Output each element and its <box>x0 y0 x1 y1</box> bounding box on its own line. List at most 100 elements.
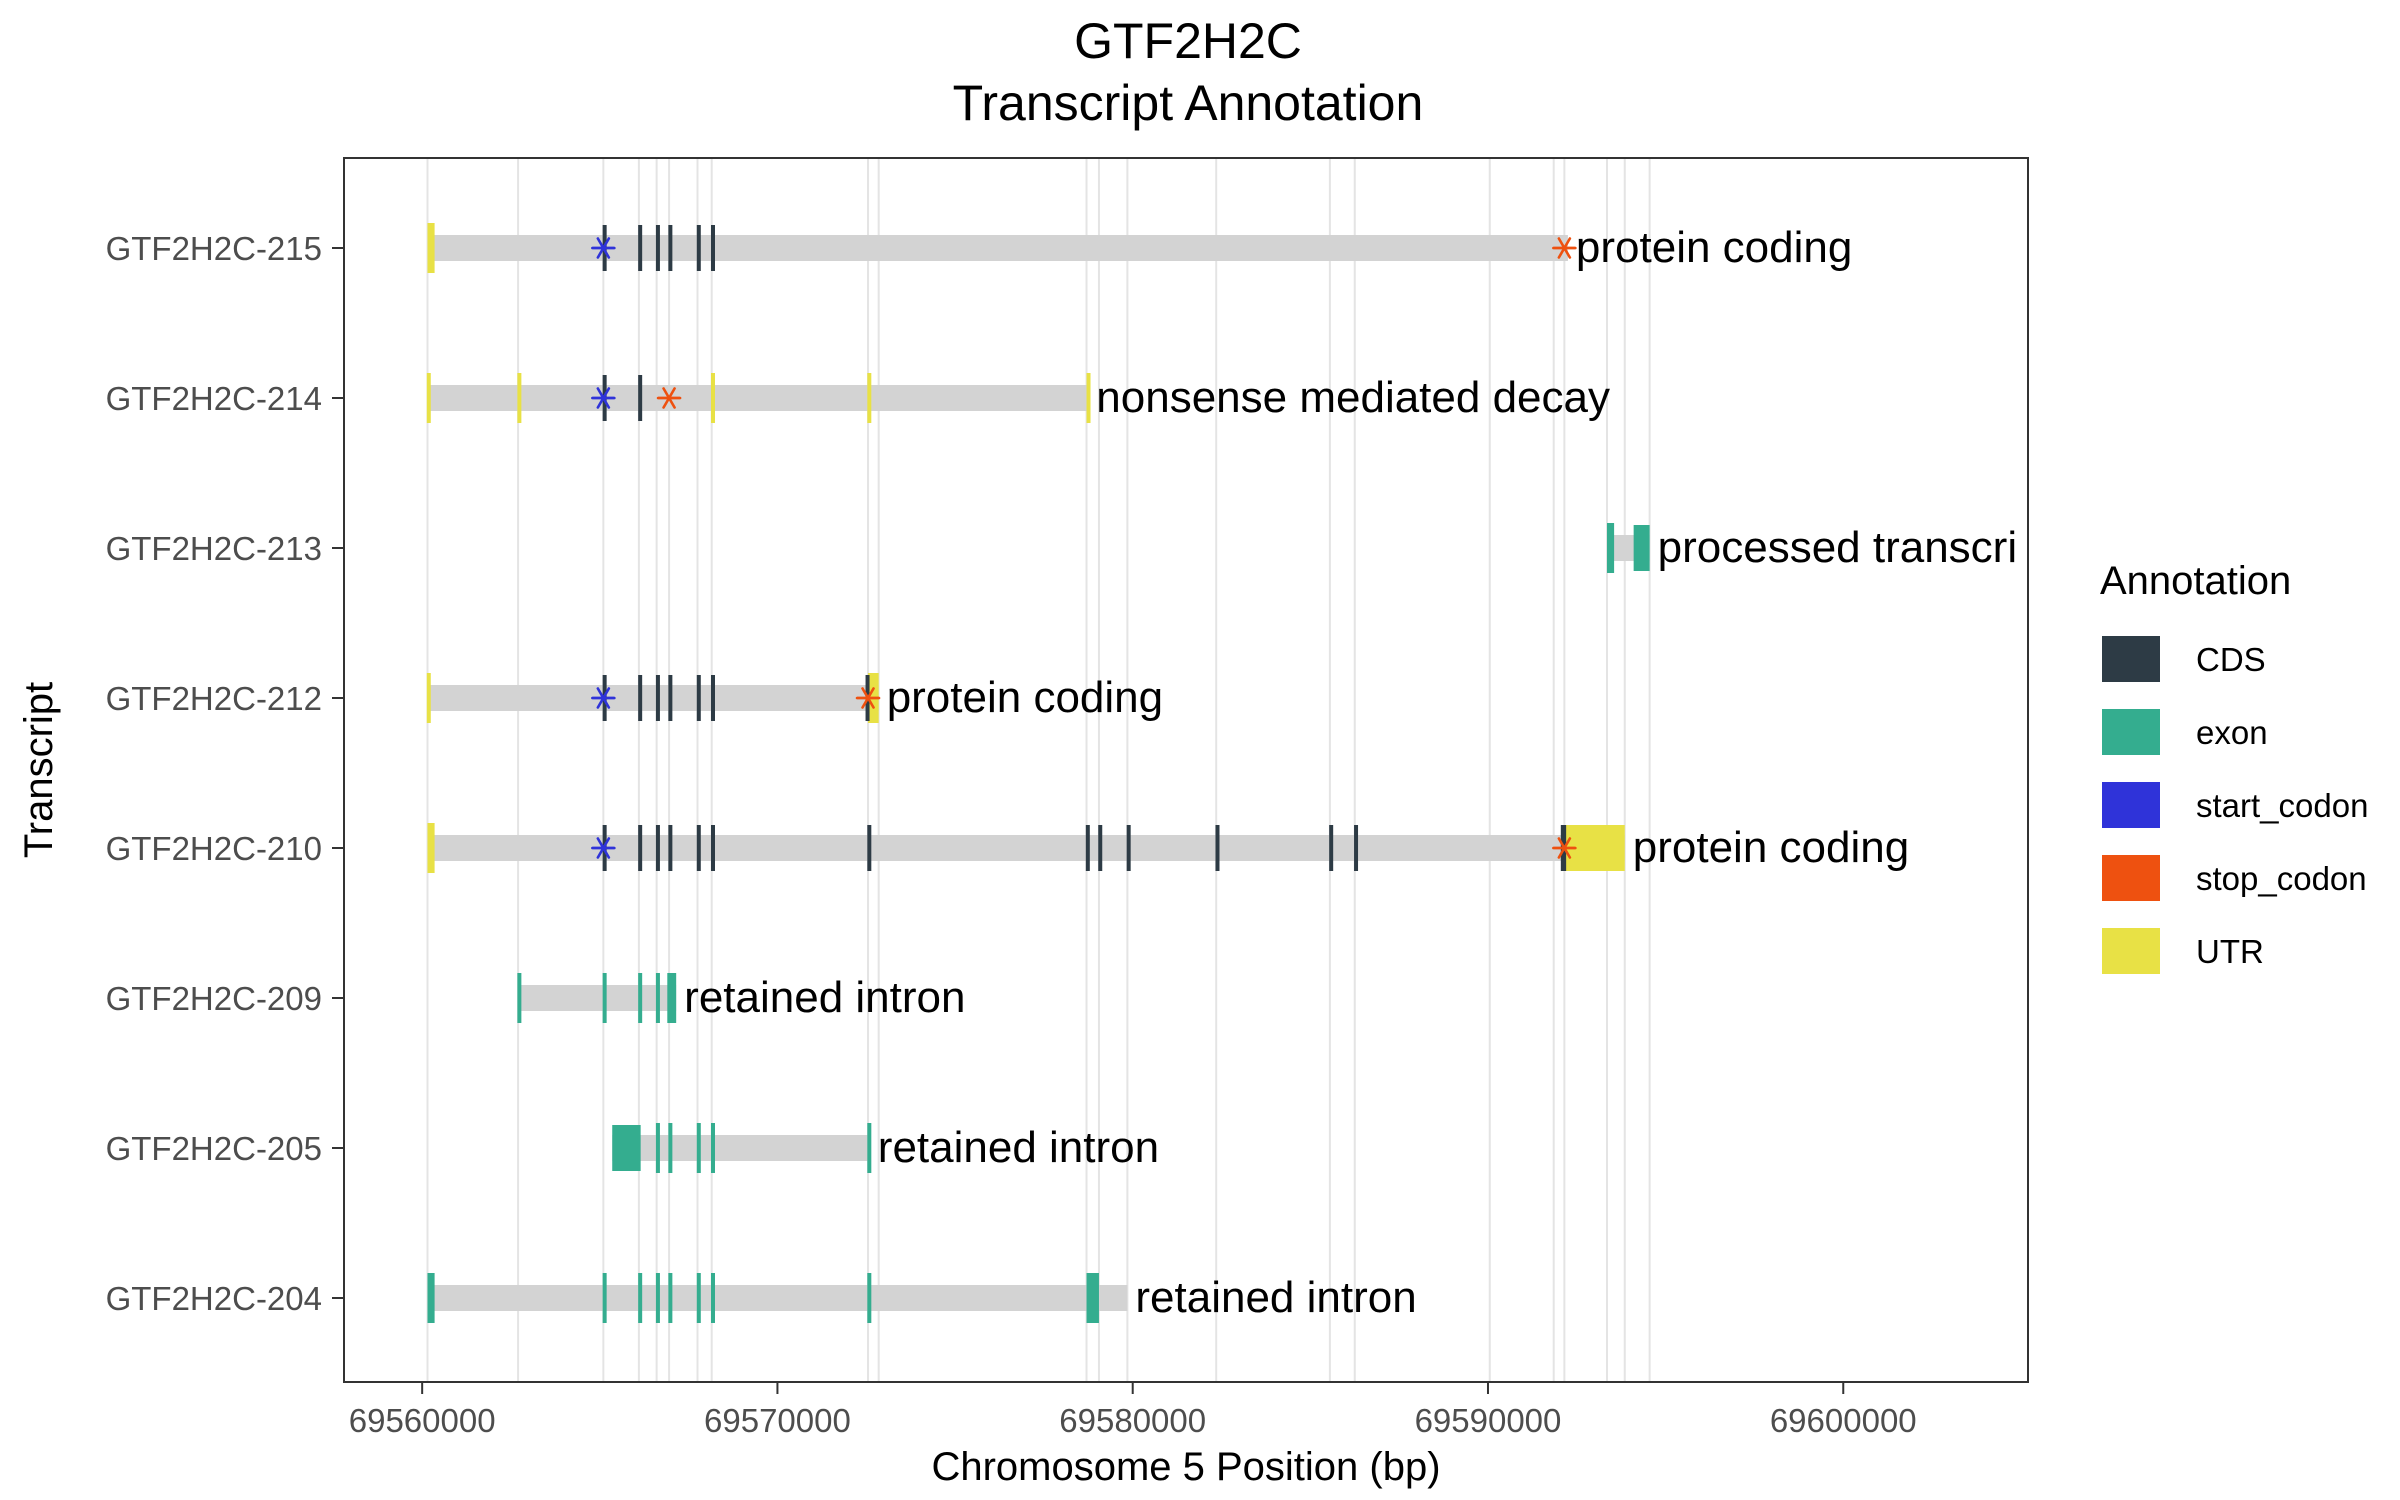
y-axis-title: Transcript <box>17 682 61 858</box>
biotype-label: retained intron <box>878 1123 1159 1172</box>
utr-block <box>1086 373 1091 423</box>
transcript-track-gtf2h2c-215 <box>427 235 1568 261</box>
transcript-track-gtf2h2c-209 <box>518 985 677 1011</box>
legend-swatch-start-codon <box>2102 782 2160 828</box>
legend-swatch-stop-codon <box>2102 855 2160 901</box>
legend-items: CDS exon start_codon stop_codon UTR <box>2102 636 2368 974</box>
cds-block <box>696 675 701 721</box>
exon-block <box>638 1273 643 1323</box>
y-axis: GTF2H2C-215 GTF2H2C-214 GTF2H2C-213 GTF2H2C… <box>106 230 344 1317</box>
x-tick-label: 69580000 <box>1059 1402 1206 1439</box>
biotype-label: nonsense mediated decay <box>1096 373 1610 422</box>
exon-block <box>710 1123 715 1173</box>
y-tick-label: GTF2H2C-210 <box>106 830 322 867</box>
legend-label: UTR <box>2196 933 2264 970</box>
cds-block <box>655 825 660 871</box>
codon-marker <box>1552 837 1577 859</box>
transcript-track-gtf2h2c-212 <box>427 685 879 711</box>
utr-block <box>517 373 522 423</box>
biotype-label: retained intron <box>684 973 965 1022</box>
exon-block <box>668 1123 673 1173</box>
codon-marker <box>591 237 616 259</box>
exon-block <box>696 1273 701 1323</box>
cds-block <box>638 375 643 421</box>
cds-block <box>710 675 715 721</box>
transcript-track-gtf2h2c-210 <box>427 835 1625 861</box>
x-axis-title: Chromosome 5 Position (bp) <box>931 1445 1440 1489</box>
cds-block <box>1098 825 1103 871</box>
plot-panel-border <box>343 157 2029 1383</box>
exon-block <box>867 1273 872 1323</box>
biotype-label: retained intron <box>1135 1273 1416 1322</box>
codon-marker <box>656 387 682 409</box>
cds-block <box>1354 825 1359 871</box>
y-tick-label: GTF2H2C-213 <box>106 530 322 567</box>
exon-block <box>1607 523 1615 573</box>
exon-block <box>602 973 607 1023</box>
x-axis: 69560000 69570000 69580000 69590000 69600000 <box>349 1382 1917 1439</box>
y-tick-label: GTF2H2C-215 <box>106 230 322 267</box>
x-tick-label: 69600000 <box>1770 1402 1917 1439</box>
chart-subtitle: Transcript Annotation <box>953 75 1424 131</box>
codon-marker <box>855 687 881 709</box>
chart-title: GTF2H2C <box>1074 13 1302 69</box>
cds-block <box>710 825 715 871</box>
cds-block <box>696 825 701 871</box>
exon-block <box>655 973 660 1023</box>
biotype-label: protein coding <box>1633 823 1909 872</box>
legend-swatch-utr <box>2102 928 2160 974</box>
x-tick-label: 69570000 <box>704 1402 851 1439</box>
cds-block <box>1215 825 1220 871</box>
exon-block <box>602 1273 607 1323</box>
legend-swatch-exon <box>2102 709 2160 755</box>
transcript-track-gtf2h2c-214 <box>427 385 1089 411</box>
biotype-label: protein coding <box>887 673 1163 722</box>
cds-block <box>638 825 643 871</box>
y-tick-label: GTF2H2C-204 <box>106 1280 322 1317</box>
exon-block <box>655 1273 660 1323</box>
exon-block <box>638 973 643 1023</box>
codon-marker <box>591 687 616 709</box>
exon-block <box>667 973 677 1023</box>
y-tick-label: GTF2H2C-205 <box>106 1130 322 1167</box>
utr-block <box>867 373 872 423</box>
exon-block <box>696 1123 701 1173</box>
transcript-tracks <box>427 235 1650 1311</box>
cds-block <box>638 225 643 271</box>
x-tick-label: 69560000 <box>349 1402 496 1439</box>
cds-block <box>638 675 643 721</box>
cds-block <box>1126 825 1131 871</box>
utr-block <box>427 223 435 273</box>
cds-block <box>710 225 715 271</box>
gridlines <box>426 158 1651 1382</box>
legend-label: stop_codon <box>2196 860 2367 897</box>
exon-block <box>710 1273 715 1323</box>
utr-block <box>710 373 715 423</box>
legend-label: exon <box>2196 714 2268 751</box>
utr-block <box>426 673 431 723</box>
y-tick-label: GTF2H2C-212 <box>106 680 322 717</box>
cds-block <box>668 225 673 271</box>
cds-block <box>668 675 673 721</box>
exon-block <box>668 1273 673 1323</box>
biotype-labels: protein coding nonsense mediated decay pro… <box>684 223 2017 1322</box>
codon-marker <box>591 387 616 409</box>
codon-marker <box>591 837 616 859</box>
y-tick-label: GTF2H2C-209 <box>106 980 322 1017</box>
biotype-label: protein coding <box>1576 223 1852 272</box>
exon-block <box>427 1273 435 1323</box>
legend-label: CDS <box>2196 641 2266 678</box>
exon-block <box>1086 1273 1099 1323</box>
cds-block <box>1329 825 1334 871</box>
legend: Annotation CDS exon start_codon stop_codon U… <box>2100 559 2368 974</box>
biotype-label: processed transcri <box>1658 523 2017 572</box>
exon-block <box>612 1125 641 1171</box>
utr-block <box>427 823 435 873</box>
cds-block <box>1085 825 1090 871</box>
cds-block <box>655 225 660 271</box>
cds-block <box>696 225 701 271</box>
exon-block <box>867 1123 872 1173</box>
cds-block <box>668 825 673 871</box>
exon-block <box>517 973 522 1023</box>
